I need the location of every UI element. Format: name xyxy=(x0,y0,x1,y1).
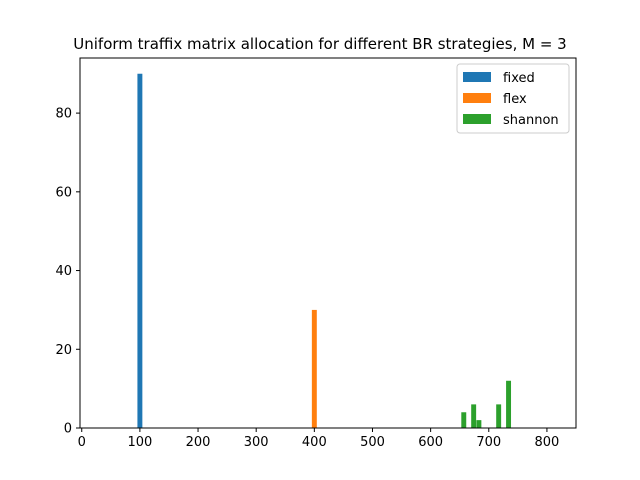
x-tick-label: 600 xyxy=(418,435,443,450)
bar-flex-0 xyxy=(311,309,317,428)
bar-shannon-3 xyxy=(496,404,502,428)
bars-layer xyxy=(137,73,512,429)
y-tick-label: 0 xyxy=(64,422,72,437)
y-tick-label: 60 xyxy=(55,185,72,200)
legend-swatch-shannon xyxy=(463,114,491,124)
x-tick-label: 0 xyxy=(78,435,86,450)
bar-fixed-0 xyxy=(137,73,143,429)
bar-shannon-2 xyxy=(476,420,482,428)
legend-label-fixed: fixed xyxy=(503,71,535,86)
x-tick-label: 100 xyxy=(127,435,152,450)
x-tick-label: 400 xyxy=(302,435,327,450)
legend-label-flex: flex xyxy=(503,92,527,107)
x-axis: 0 100 200 300 400 500 600 700 800 xyxy=(78,428,560,450)
bar-shannon-1 xyxy=(471,404,477,428)
x-tick-label: 300 xyxy=(244,435,269,450)
plot-frame xyxy=(79,57,577,429)
bar-shannon-4 xyxy=(506,380,512,428)
x-tick-label: 800 xyxy=(535,435,560,450)
legend-swatch-fixed xyxy=(463,72,491,82)
y-axis: 0 20 40 60 80 xyxy=(55,107,80,437)
legend-swatch-flex xyxy=(463,93,491,103)
y-tick-label: 80 xyxy=(55,107,72,122)
x-tick-label: 700 xyxy=(476,435,501,450)
bar-shannon-0 xyxy=(461,412,467,428)
chart-title: Uniform traffix matrix allocation for di… xyxy=(73,35,566,53)
legend: fixed flex shannon xyxy=(456,63,570,134)
x-tick-label: 500 xyxy=(360,435,385,450)
legend-label-shannon: shannon xyxy=(503,113,559,128)
y-tick-label: 20 xyxy=(55,343,72,358)
x-tick-label: 200 xyxy=(186,435,211,450)
y-tick-label: 40 xyxy=(55,264,72,279)
